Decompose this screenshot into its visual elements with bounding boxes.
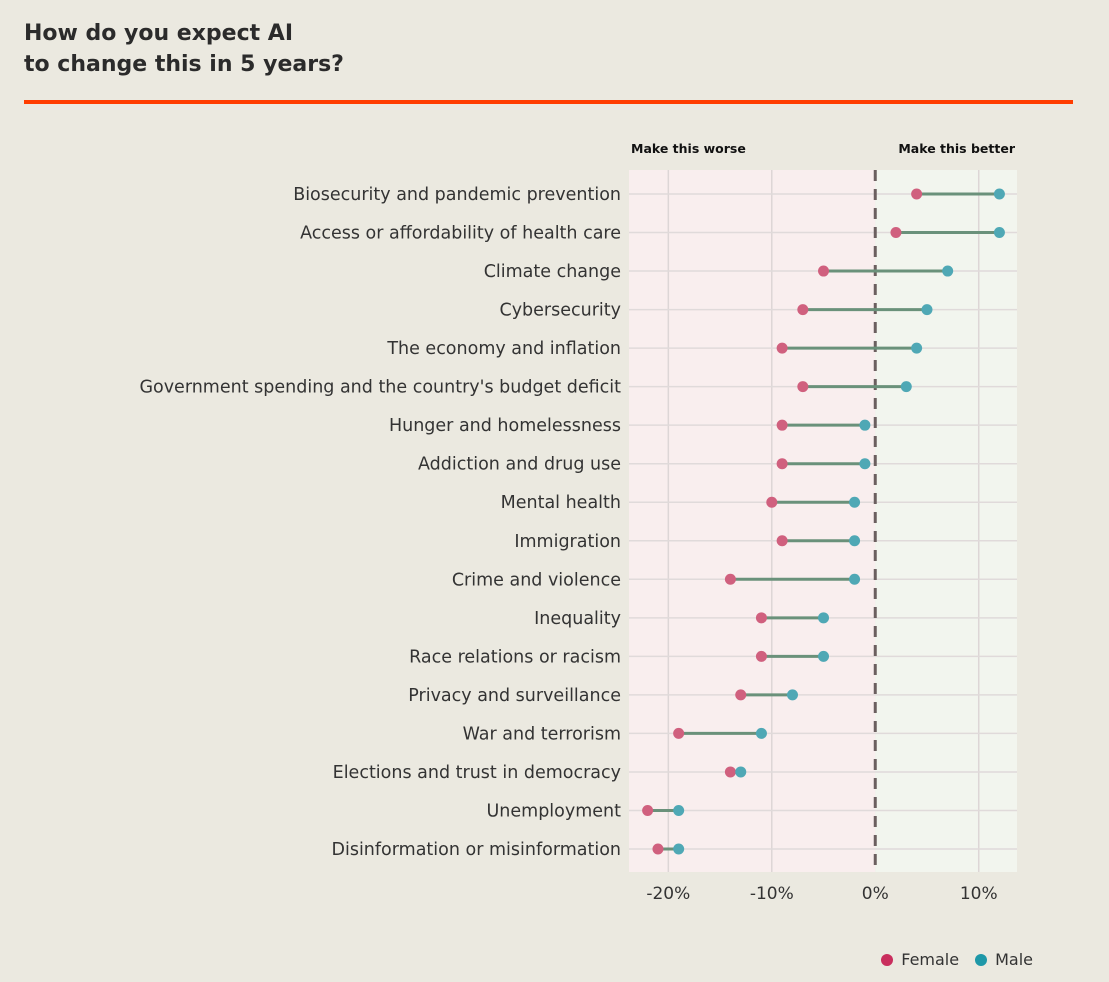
accent-rule	[24, 100, 1073, 104]
male-point	[859, 419, 871, 431]
male-point	[673, 843, 685, 855]
annotation-better: Make this better	[898, 141, 1015, 156]
category-label: Elections and trust in democracy	[333, 763, 621, 783]
category-label: Crime and violence	[452, 570, 621, 590]
female-point	[818, 265, 830, 277]
female-point	[755, 612, 767, 624]
category-label: Privacy and surveillance	[408, 686, 621, 706]
female-point	[724, 766, 736, 778]
category-label: Biosecurity and pandemic prevention	[293, 185, 621, 205]
male-point	[818, 612, 830, 624]
male-point	[993, 227, 1005, 239]
female-point	[776, 419, 788, 431]
category-label: Addiction and drug use	[418, 455, 621, 475]
annotation-worse: Make this worse	[631, 141, 746, 156]
female-point	[776, 342, 788, 354]
x-tick-label: -10%	[750, 884, 794, 904]
male-point	[849, 573, 861, 585]
male-point	[735, 766, 747, 778]
female-point	[766, 496, 778, 508]
male-point	[993, 188, 1005, 200]
female-point	[724, 573, 736, 585]
female-point	[652, 843, 664, 855]
female-point	[642, 804, 654, 816]
male-point	[921, 304, 933, 316]
male-point	[900, 381, 912, 393]
category-label: Mental health	[501, 493, 621, 513]
category-label: Inequality	[534, 609, 621, 629]
male-point	[755, 727, 767, 739]
x-tick-label: -20%	[646, 884, 690, 904]
x-tick-label: 0%	[862, 884, 889, 904]
category-label: Race relations or racism	[409, 647, 621, 667]
category-label: War and terrorism	[463, 724, 621, 744]
male-point	[849, 496, 861, 508]
category-label: Hunger and homelessness	[389, 416, 621, 436]
title-line-2: to change this in 5 years?	[24, 52, 344, 77]
male-point	[818, 650, 830, 662]
legend-male-swatch	[975, 953, 988, 966]
legend-female-label: Female	[901, 950, 960, 969]
category-label: Disinformation or misinformation	[331, 840, 621, 860]
female-point	[797, 304, 809, 316]
title-line-1: How do you expect AI	[24, 21, 294, 46]
female-point	[735, 689, 747, 701]
category-label: The economy and inflation	[386, 339, 621, 359]
female-point	[797, 381, 809, 393]
x-tick-label: 10%	[960, 884, 998, 904]
female-point	[911, 188, 923, 200]
category-label: Climate change	[484, 262, 621, 282]
chart-title: How do you expect AI to change this in 5…	[24, 18, 344, 80]
category-label: Immigration	[514, 532, 621, 552]
male-point	[786, 689, 798, 701]
category-label: Unemployment	[486, 801, 621, 821]
male-point	[911, 342, 923, 354]
female-point	[890, 227, 902, 239]
category-label: Government spending and the country's bu…	[139, 378, 621, 398]
worse-region	[629, 170, 876, 872]
male-point	[859, 458, 871, 470]
legend-female-swatch	[881, 953, 894, 966]
female-point	[776, 535, 788, 547]
female-point	[776, 458, 788, 470]
legend-male-label: Male	[995, 950, 1033, 969]
female-point	[673, 727, 685, 739]
better-region	[875, 170, 1017, 872]
male-point	[673, 804, 685, 816]
female-point	[755, 650, 767, 662]
category-label: Access or affordability of health care	[300, 224, 621, 244]
legend: Female Male	[881, 950, 1033, 969]
male-point	[849, 535, 861, 547]
male-point	[942, 265, 954, 277]
category-label: Cybersecurity	[499, 301, 621, 321]
